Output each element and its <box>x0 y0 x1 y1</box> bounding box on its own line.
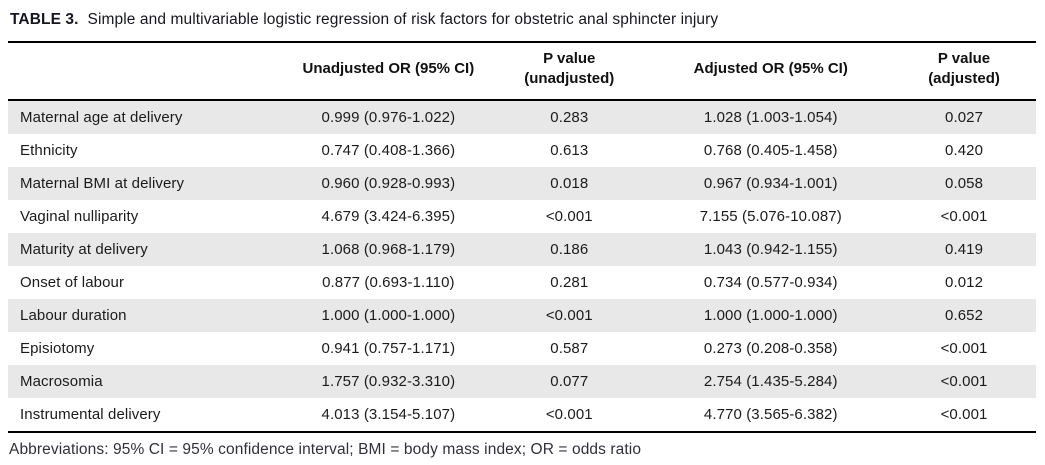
table-row: Episiotomy 0.941 (0.757-1.171) 0.587 0.2… <box>8 332 1036 365</box>
risk-factor-cell: Vaginal nulliparity <box>20 207 139 225</box>
p-unadjusted-cell: <0.001 <box>545 405 593 423</box>
unadjusted-or-cell: 0.960 (0.928-0.993) <box>287 166 490 200</box>
unadjusted-or-cell: 0.747 (0.408-1.366) <box>321 141 456 159</box>
adjusted-or-cell: 2.754 (1.435-5.284) <box>649 364 893 398</box>
p-adjusted-cell: 0.652 <box>892 298 1036 332</box>
table-title-text: Simple and multivariable logistic regres… <box>87 11 719 28</box>
adjusted-or-cell: 1.043 (0.942-1.155) <box>649 232 893 266</box>
p-adjusted-cell: <0.001 <box>940 207 988 225</box>
column-header-risk-factor <box>8 41 288 101</box>
adjusted-or-cell: 0.734 (0.577-0.934) <box>703 273 838 291</box>
adjusted-or-cell: 0.967 (0.934-1.001) <box>649 166 893 200</box>
p-adjusted-cell: 0.058 <box>892 166 1036 200</box>
unadjusted-or-cell: 4.013 (3.154-5.107) <box>321 405 456 423</box>
p-unadjusted-cell: <0.001 <box>489 298 650 332</box>
column-header-unadjusted-or: Unadjusted OR (95% CI) <box>287 41 490 101</box>
table-row: Labour duration 1.000 (1.000-1.000) <0.0… <box>8 298 1036 332</box>
p-unadjusted-cell: <0.001 <box>545 207 593 225</box>
p-unadjusted-cell: 0.077 <box>489 364 650 398</box>
unadjusted-or-cell: 1.000 (1.000-1.000) <box>287 298 490 332</box>
table-title: TABLE 3. Simple and multivariable logisti… <box>8 6 1036 41</box>
p-adjusted-cell: 0.420 <box>945 141 984 159</box>
adjusted-or-cell: 4.770 (3.565-6.382) <box>703 405 838 423</box>
p-unadjusted-cell: 0.613 <box>550 141 589 159</box>
risk-factor-cell: Onset of labour <box>20 273 125 291</box>
p-adjusted-cell: 0.027 <box>892 99 1036 134</box>
unadjusted-or-cell: 0.877 (0.693-1.110) <box>322 273 455 291</box>
abbreviations-note: Abbreviations: 95% CI = 95% confidence i… <box>9 440 642 458</box>
adjusted-or-cell: 1.000 (1.000-1.000) <box>649 298 893 332</box>
adjusted-or-cell: 0.768 (0.405-1.458) <box>703 141 838 159</box>
p-unadjusted-cell: 0.018 <box>489 166 650 200</box>
table-row: Maternal age at delivery 0.999 (0.976-1.… <box>8 99 1036 134</box>
adjusted-or-cell: 7.155 (5.076-10.087) <box>699 207 842 225</box>
column-header-adjusted-or: Adjusted OR (95% CI) <box>649 41 893 101</box>
header-row: Unadjusted OR (95% CI) P value (unadjust… <box>8 41 1036 101</box>
table-row: Macrosomia 1.757 (0.932-3.310) 0.077 2.7… <box>8 364 1036 398</box>
risk-factor-cell: Labour duration <box>8 298 288 332</box>
table-row: Ethnicity 0.747 (0.408-1.366) 0.613 0.76… <box>8 134 1036 167</box>
risk-factor-cell: Episiotomy <box>20 339 95 357</box>
p-unadjusted-cell: 0.283 <box>489 99 650 134</box>
unadjusted-or-cell: 0.941 (0.757-1.171) <box>321 339 456 357</box>
p-adjusted-cell: 0.012 <box>945 273 984 291</box>
p-adjusted-cell: <0.001 <box>892 364 1036 398</box>
table-row: Maternal BMI at delivery 0.960 (0.928-0.… <box>8 166 1036 200</box>
regression-table: Unadjusted OR (95% CI) P value (unadjust… <box>8 40 1036 433</box>
risk-factor-cell: Maturity at delivery <box>8 232 288 266</box>
p-adjusted-cell: <0.001 <box>940 405 988 423</box>
p-unadjusted-cell: 0.281 <box>550 273 589 291</box>
p-adjusted-cell: 0.419 <box>892 232 1036 266</box>
risk-factor-cell: Instrumental delivery <box>20 405 161 423</box>
unadjusted-or-cell: 1.068 (0.968-1.179) <box>287 232 490 266</box>
table-row: Onset of labour 0.877 (0.693-1.110) 0.28… <box>8 266 1036 299</box>
adjusted-or-cell: 0.273 (0.208-0.358) <box>703 339 838 357</box>
p-adjusted-cell: <0.001 <box>940 339 988 357</box>
table-row: Vaginal nulliparity 4.679 (3.424-6.395) … <box>8 200 1036 233</box>
table-title-label: TABLE 3. <box>10 11 79 28</box>
p-unadjusted-cell: 0.587 <box>550 339 589 357</box>
risk-factor-cell: Macrosomia <box>8 364 288 398</box>
column-header-p-unadjusted: P value (unadjusted) <box>489 41 650 101</box>
risk-factor-cell: Maternal BMI at delivery <box>8 166 288 200</box>
risk-factor-cell: Ethnicity <box>20 141 78 159</box>
unadjusted-or-cell: 0.999 (0.976-1.022) <box>287 99 490 134</box>
column-header-p-adjusted: P value (adjusted) <box>892 41 1036 101</box>
adjusted-or-cell: 1.028 (1.003-1.054) <box>649 99 893 134</box>
risk-factor-cell: Maternal age at delivery <box>8 99 288 134</box>
unadjusted-or-cell: 1.757 (0.932-3.310) <box>287 364 490 398</box>
unadjusted-or-cell: 4.679 (3.424-6.395) <box>321 207 456 225</box>
table-row: Instrumental delivery 4.013 (3.154-5.107… <box>8 398 1036 432</box>
table-row: Maturity at delivery 1.068 (0.968-1.179)… <box>8 232 1036 266</box>
p-unadjusted-cell: 0.186 <box>489 232 650 266</box>
